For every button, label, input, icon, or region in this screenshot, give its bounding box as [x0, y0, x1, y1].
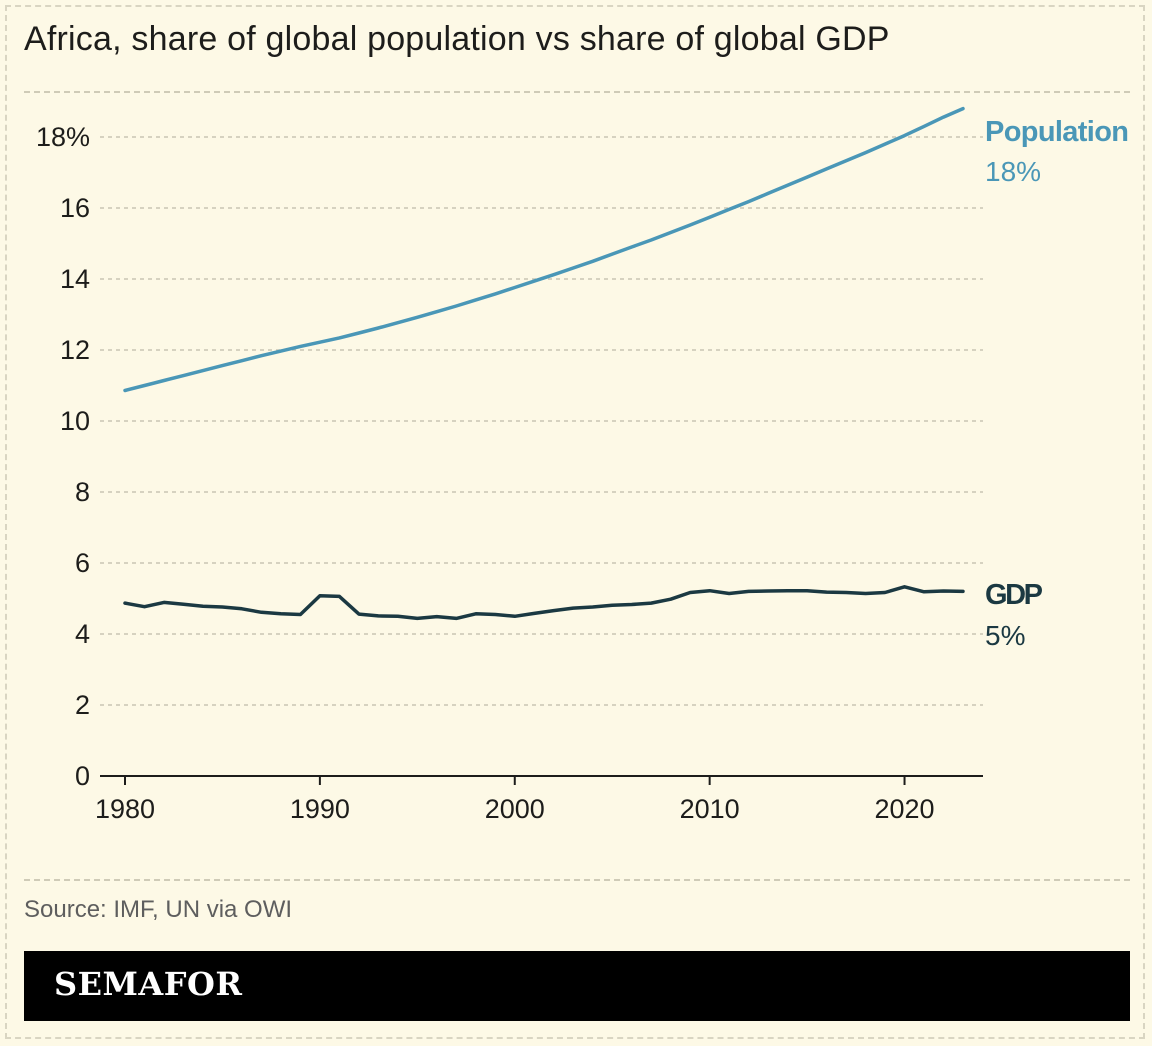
chart-frame	[5, 5, 1145, 1039]
semafor-logo: SEMAFOR	[54, 965, 243, 1003]
series-line-population	[123, 106, 965, 393]
series-lines	[123, 106, 965, 621]
series-value-label-population: 18%	[985, 156, 1041, 187]
y-tick-label-8: 8	[75, 477, 90, 507]
y-tick-label-10: 10	[60, 406, 90, 436]
y-tick-label-0: 0	[75, 761, 90, 791]
y-tick-label-4: 4	[75, 619, 90, 649]
chart-title: Africa, share of global population vs sh…	[24, 20, 890, 58]
x-tick-label-2020: 2020	[874, 794, 934, 824]
series-line-gdp	[123, 585, 965, 621]
y-tick-label-12: 12	[60, 335, 90, 365]
title-divider	[24, 91, 1130, 93]
source-note: Source: IMF, UN via OWI	[24, 896, 293, 923]
x-tick-label-1990: 1990	[290, 794, 350, 824]
series-value-label-gdp: 5%	[985, 620, 1025, 651]
series-label-gdp: GDP	[985, 579, 1043, 611]
brand-bar: SEMAFOR	[24, 951, 1130, 1021]
x-tick-label-1980: 1980	[95, 794, 155, 824]
y-tick-label-18: 18%	[36, 122, 90, 152]
gridlines	[100, 136, 983, 706]
series-label-population: Population	[985, 116, 1129, 148]
x-axis: 1980 1990 2000 2010 2020	[95, 775, 983, 824]
y-tick-label-6: 6	[75, 548, 90, 578]
footer-divider	[24, 879, 1130, 881]
series-end-labels: Population 18% GDP 5%	[985, 116, 1129, 651]
y-axis-tick-labels: 0 2 4 6 8 10 12 14 16 18%	[36, 122, 90, 791]
x-tick-label-2010: 2010	[680, 794, 740, 824]
y-tick-label-16: 16	[60, 193, 90, 223]
line-chart: 0 2 4 6 8 10 12 14 16 18% 1980 1990 2000 2010 2020 Po…	[36, 106, 1129, 824]
x-tick-label-2000: 2000	[485, 794, 545, 824]
y-tick-label-14: 14	[60, 264, 90, 294]
y-tick-label-2: 2	[75, 690, 90, 720]
